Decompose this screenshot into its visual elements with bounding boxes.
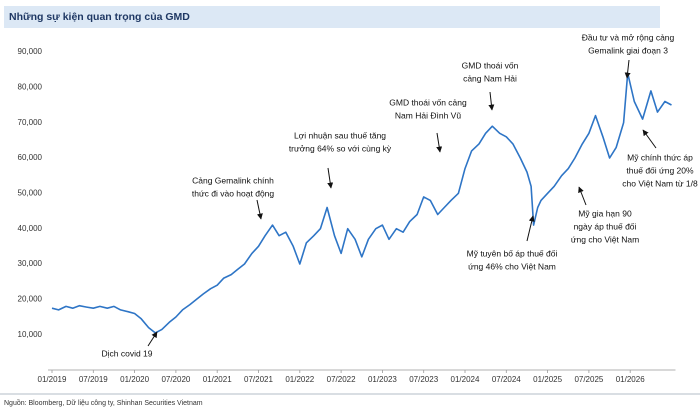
x-tick-label: 01/2021	[203, 375, 232, 384]
annotation-text: GMD thoái vốn cảng	[389, 97, 467, 107]
annotation-text: Mỹ gia hạn 90	[578, 208, 632, 218]
annotation-arrow	[642, 129, 657, 149]
x-tick-label: 01/2019	[38, 375, 67, 384]
annotation-text: cảng Nam Hải	[463, 73, 517, 83]
x-tick-label: 01/2020	[120, 375, 149, 384]
annotation-text: Mỹ tuyên bố áp thuế đối	[467, 248, 558, 258]
y-tick-label: 70,000	[18, 118, 43, 127]
x-tick-label: 01/2025	[533, 375, 562, 384]
annotation-text: ứng cho Việt Nam	[571, 234, 639, 244]
annotation-text: Cảng Gemalink chính	[192, 175, 274, 185]
annotation-arrow	[436, 132, 443, 153]
annotation-text: cho Việt Nam từ 1/8	[622, 178, 698, 188]
x-tick-label: 01/2026	[616, 375, 645, 384]
x-tick-label: 07/2023	[409, 375, 438, 384]
annotation-arrow	[327, 167, 334, 189]
annotation-arrow	[147, 331, 158, 347]
annotation-arrow	[256, 199, 263, 220]
y-tick-label: 10,000	[18, 330, 43, 339]
x-tick-label: 07/2024	[492, 375, 521, 384]
annotation-text: Dịch covid 19	[101, 348, 152, 358]
y-tick-label: 30,000	[18, 259, 43, 268]
annotation-text: thuế đối ứng 20%	[626, 165, 694, 175]
x-tick-label: 01/2024	[451, 375, 480, 384]
source-note: Nguồn: Bloomberg, Dữ liệu công ty, Shinh…	[4, 398, 203, 407]
annotation-text: Gemalink giai đoạn 3	[588, 45, 668, 55]
annotation-text: Đầu tư và mở rộng cảng	[582, 32, 675, 42]
y-tick-label: 60,000	[18, 153, 43, 162]
annotation-text: Mỹ chính thức áp	[627, 152, 693, 162]
annotation-text: GMD thoái vốn	[462, 60, 519, 70]
title-band	[4, 6, 660, 28]
annotation-arrow	[526, 215, 535, 242]
y-tick-label: 90,000	[18, 47, 43, 56]
annotation-text: ngày áp thuế đối	[574, 221, 637, 231]
annotation-text: ứng 46% cho Việt Nam	[468, 261, 556, 271]
annotation-text: thức đi vào hoạt động	[192, 188, 275, 198]
annotation-arrow	[488, 91, 495, 111]
x-tick-label: 01/2022	[285, 375, 314, 384]
annotation-text: trưởng 64% so với cùng kỳ	[289, 143, 392, 153]
y-tick-label: 80,000	[18, 82, 43, 91]
x-tick-label: 07/2020	[161, 375, 190, 384]
annotation-text: Nam Hải Đình Vũ	[395, 110, 461, 120]
annotation-text: Lợi nhuận sau thuế tăng	[294, 130, 386, 140]
x-tick-label: 01/2023	[368, 375, 397, 384]
chart-title: Những sự kiện quan trọng của GMD	[9, 11, 190, 23]
annotation-arrow	[578, 186, 587, 206]
annotation-arrow	[624, 59, 631, 79]
x-tick-label: 07/2022	[327, 375, 356, 384]
y-tick-label: 20,000	[18, 294, 43, 303]
x-tick-label: 07/2019	[79, 375, 108, 384]
x-tick-label: 07/2021	[244, 375, 273, 384]
y-tick-label: 50,000	[18, 188, 43, 197]
y-tick-label: 40,000	[18, 224, 43, 233]
x-tick-label: 07/2025	[574, 375, 603, 384]
price-line	[51, 72, 672, 334]
